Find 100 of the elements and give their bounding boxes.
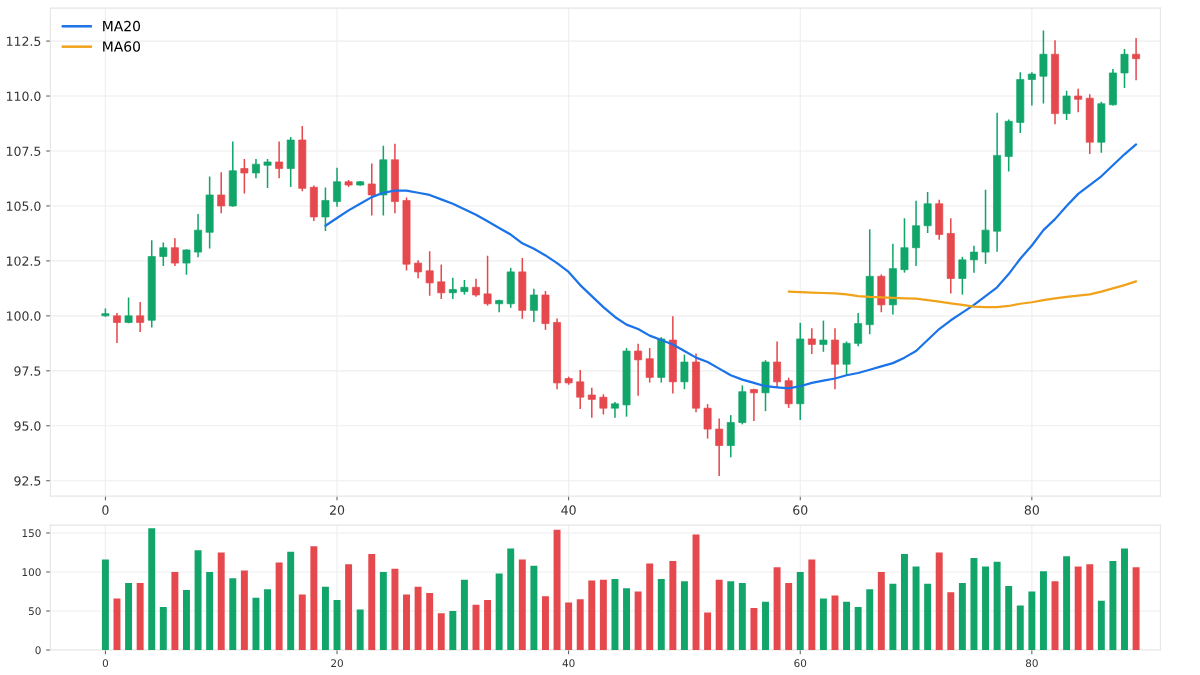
bar: [252, 597, 260, 651]
bar: [542, 596, 549, 651]
candlestick: [529, 288, 538, 323]
bar: [310, 546, 318, 651]
candlestick: [970, 245, 978, 273]
x-tick-label: 20: [329, 505, 345, 515]
candlestick: [611, 401, 619, 418]
bar: [958, 582, 966, 651]
bar: [171, 571, 179, 651]
x-tick-label: 60: [794, 659, 807, 668]
y-tick-label: 0: [35, 646, 41, 655]
line-series: [324, 143, 1138, 390]
bar: [345, 564, 353, 651]
candlestick: [321, 187, 330, 231]
candlestick: [900, 218, 909, 273]
bar: [194, 550, 202, 651]
candlestick: [1074, 88, 1083, 113]
bar: [379, 571, 387, 651]
bar: [877, 571, 885, 651]
candlestick: [854, 312, 863, 347]
bar: [588, 580, 596, 651]
y-tick-label: 92.5: [14, 476, 41, 486]
candlestick: [113, 312, 121, 344]
bar: [426, 593, 434, 651]
y-tick-label: 100.0: [6, 311, 41, 321]
bar: [1121, 548, 1128, 651]
bar: [183, 589, 190, 651]
bar: [530, 565, 538, 651]
bar: [159, 607, 167, 651]
candlestick: [182, 249, 191, 275]
bar: [565, 602, 573, 651]
candlestick: [981, 189, 990, 264]
bar: [495, 573, 503, 651]
bar: [819, 598, 827, 651]
candlestick: [1039, 30, 1048, 104]
bar: [680, 581, 688, 651]
bar: [669, 561, 677, 651]
bar: [125, 582, 133, 651]
candlestick: [194, 213, 202, 258]
bar: [785, 582, 793, 651]
candlestick: [483, 255, 492, 306]
bar: [287, 551, 295, 651]
bar: [1063, 556, 1071, 651]
x-tick-label: 20: [331, 659, 343, 668]
bar: [437, 613, 445, 651]
bar: [1039, 571, 1047, 651]
candlestick: [136, 301, 145, 333]
bar: [148, 528, 156, 651]
candlestick: [1062, 90, 1071, 120]
bar: [866, 589, 874, 651]
candlestick: [124, 297, 133, 324]
candlestick: [807, 328, 816, 354]
bar: [796, 571, 804, 651]
bar: [298, 594, 306, 651]
candlestick: [217, 172, 226, 214]
candlestick: [842, 341, 851, 375]
candlestick: [263, 159, 272, 189]
y-tick-label: 50: [28, 607, 41, 616]
bar: [611, 579, 619, 651]
bar: [217, 552, 225, 651]
bar: [646, 563, 654, 651]
candlestick: [645, 348, 654, 383]
bar: [889, 583, 897, 651]
candlestick: [773, 341, 782, 387]
y-tick-label: 100: [22, 568, 41, 577]
bar: [715, 579, 723, 651]
candlestick: [726, 415, 735, 458]
bar: [750, 607, 758, 651]
y-tick-label: 110.0: [6, 91, 41, 101]
bar: [1086, 564, 1094, 651]
bar: [599, 579, 607, 651]
bar: [1005, 586, 1013, 651]
candlestick: [170, 238, 179, 267]
bar: [414, 586, 422, 651]
bar: [356, 609, 364, 651]
bar: [924, 583, 932, 651]
bar: [449, 611, 457, 651]
candlestick: [912, 200, 920, 267]
bar: [1028, 591, 1036, 651]
line-series: [787, 280, 1138, 309]
bar: [854, 607, 862, 651]
candlestick: [275, 141, 284, 179]
candlestick: [703, 404, 712, 439]
bar: [993, 561, 1001, 651]
bar: [136, 582, 144, 651]
bar: [368, 554, 376, 651]
bar: [403, 594, 410, 651]
candlestick: [240, 159, 249, 194]
bar: [704, 612, 712, 651]
legend-label: MA60: [103, 41, 141, 52]
candlestick: [599, 394, 608, 415]
x-tick-label: 80: [1024, 505, 1039, 515]
candlestick: [923, 191, 932, 234]
bar: [1109, 561, 1117, 651]
bar: [970, 557, 978, 651]
bar: [900, 554, 908, 651]
bar: [240, 570, 248, 651]
bar: [727, 581, 735, 651]
candlestick: [437, 264, 446, 300]
candlestick: [1027, 72, 1036, 106]
